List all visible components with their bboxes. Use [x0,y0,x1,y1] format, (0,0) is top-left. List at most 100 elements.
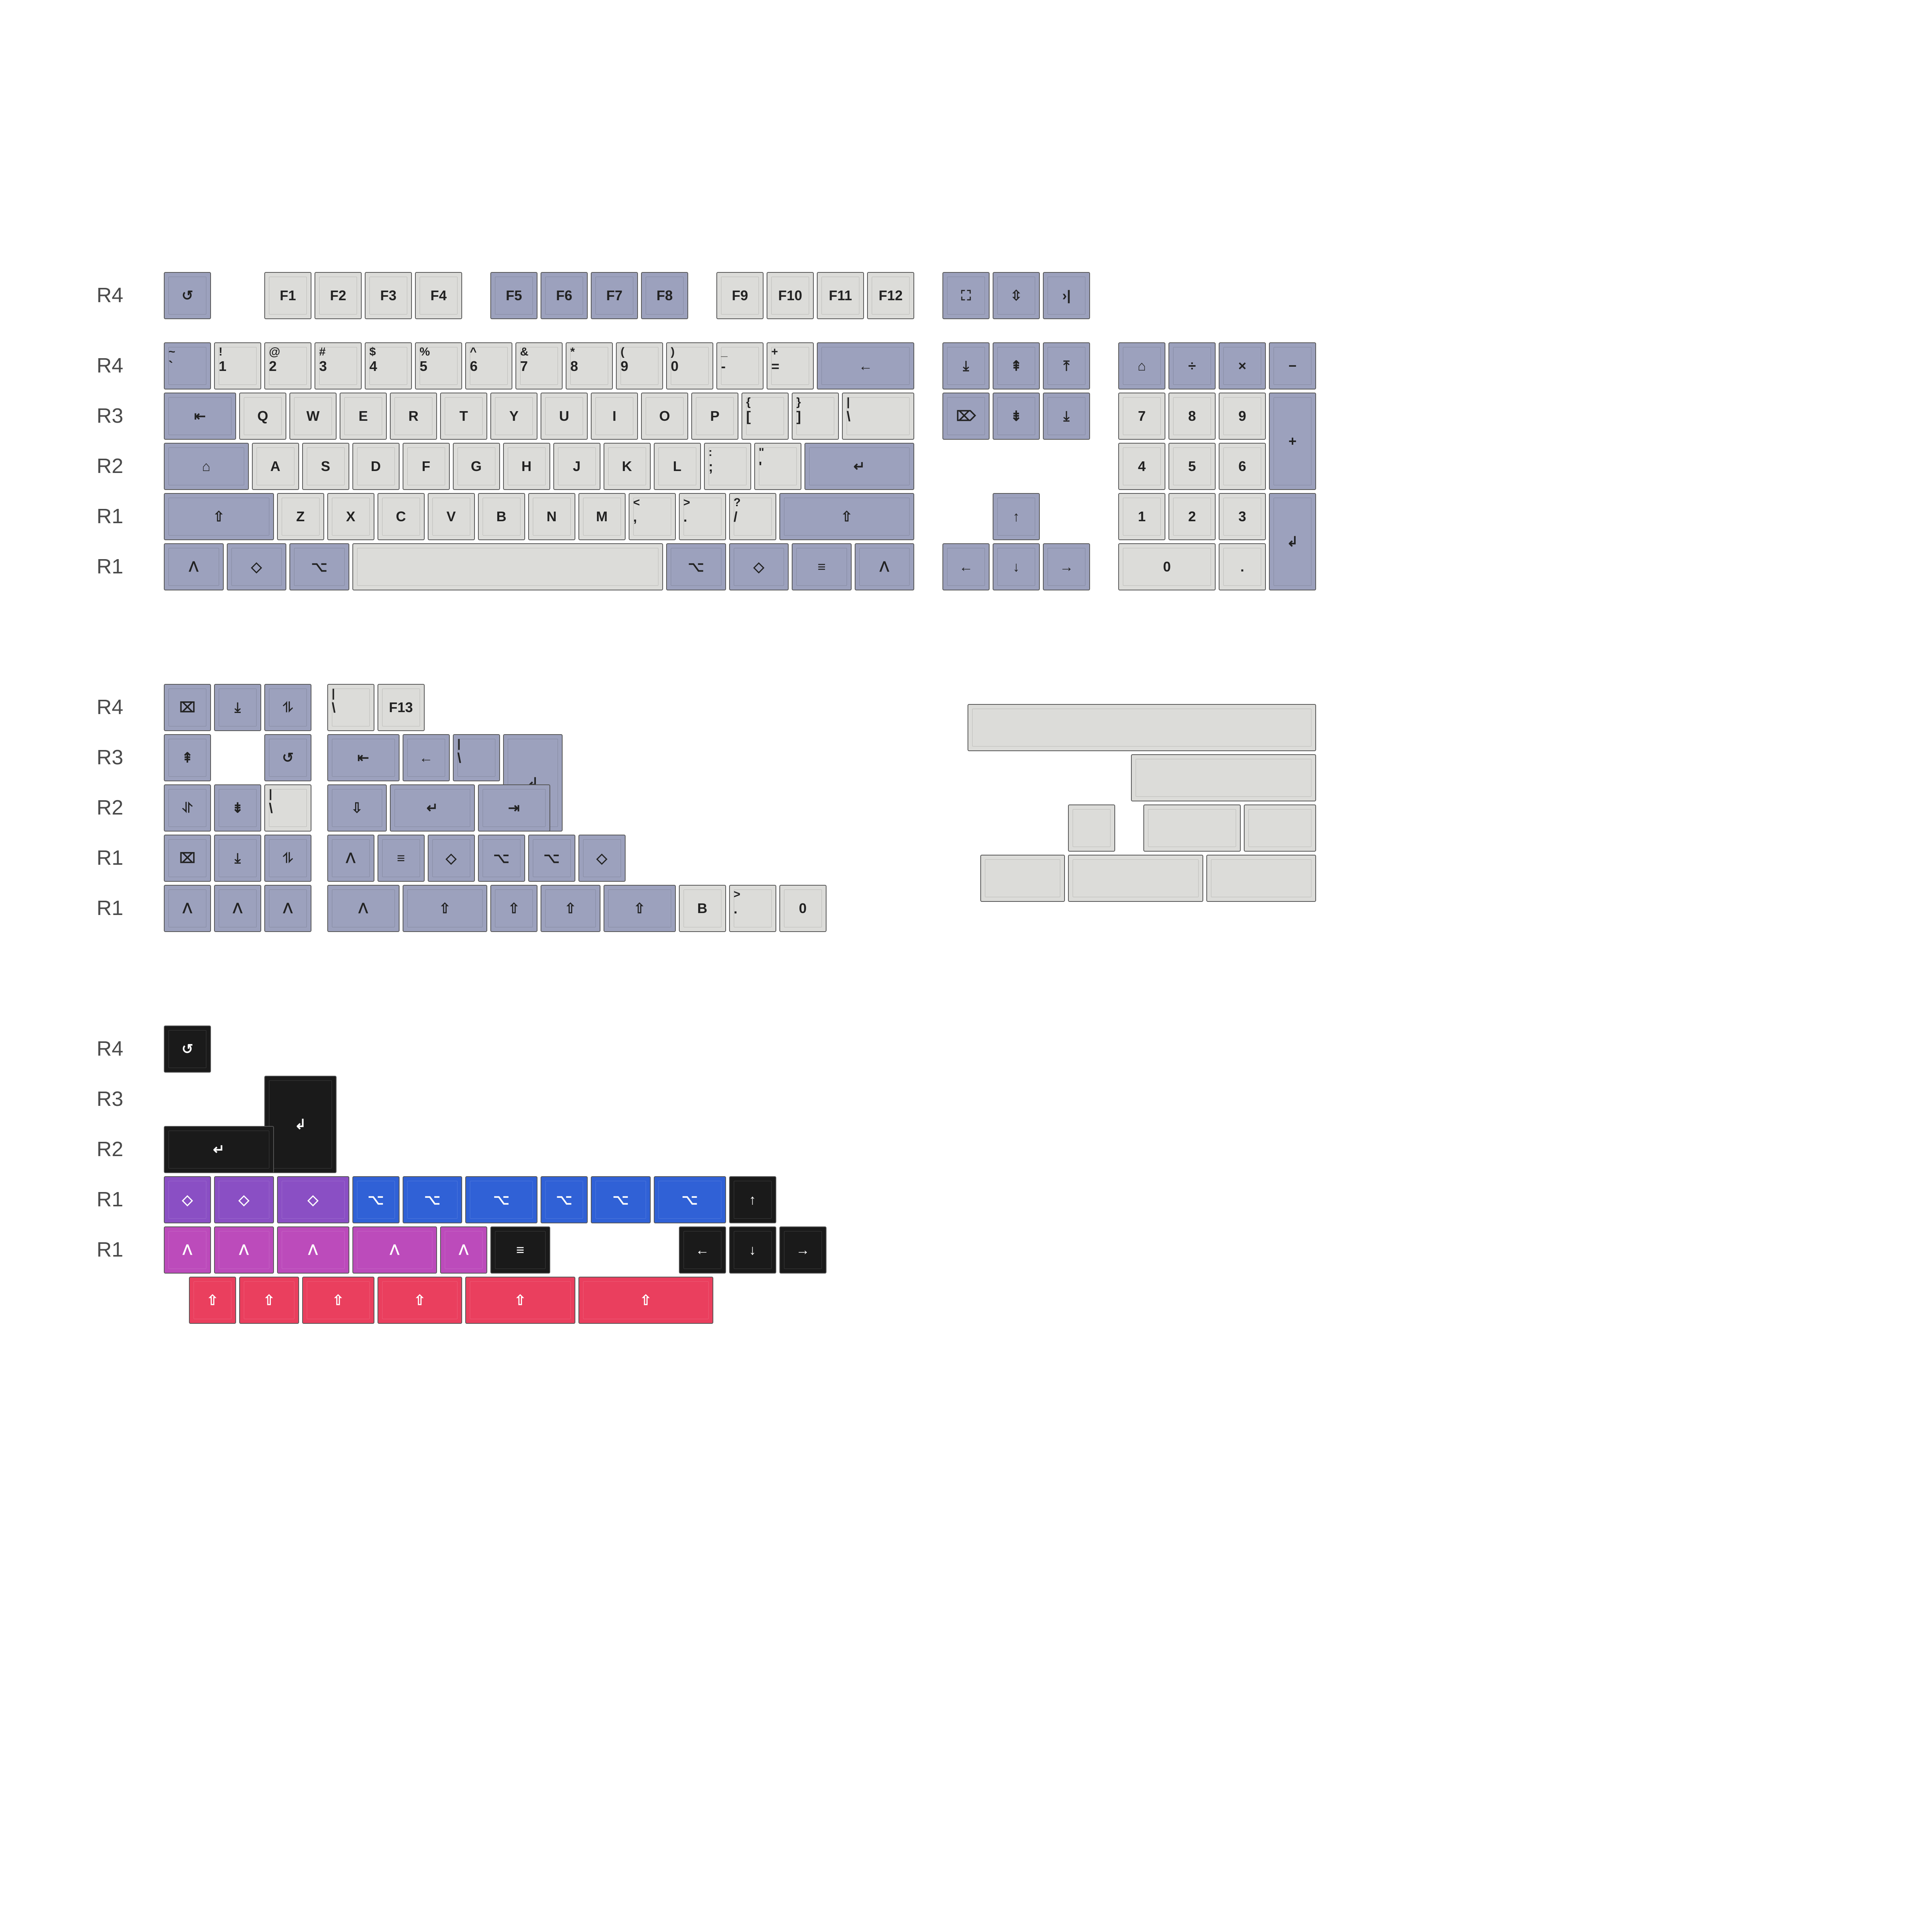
keycap: ⇞ [164,734,211,781]
keycap: ⇧ [465,1277,575,1324]
keycap: _- [716,342,764,389]
keycap: F1 [264,272,311,319]
row-label: R2 [97,1137,123,1161]
keycap: ↺ [264,734,311,781]
keycap: |\ [453,734,500,781]
keycap: F12 [867,272,914,319]
keycap: ← [942,543,990,590]
keycap: ⇧ [378,1277,463,1324]
keycap: ⌥ [352,1176,400,1223]
keycap [1068,855,1203,902]
keycap: ⥮ [264,684,311,731]
row-label: R4 [97,354,123,378]
keycap: <, [629,493,676,540]
keycap: 5 [1168,443,1216,490]
keycap: ◇ [578,835,626,882]
keycap: J [553,443,600,490]
keycap: ⇟ [993,393,1040,440]
keycap: K [604,443,651,490]
keycap: |\ [264,784,311,832]
keycap: ⇧ [541,885,600,932]
keycap: F4 [415,272,462,319]
keycap [1244,804,1316,852]
keycap: ⌥ [403,1176,463,1223]
keycap: $4 [365,342,412,389]
keycap: ↓ [993,543,1040,590]
keycap: ⤓ [1043,393,1090,440]
keycap: ᐱ [164,543,224,590]
keycap [352,543,663,590]
keycap: ← [817,342,914,389]
keycap: ↓ [729,1226,776,1274]
keycap: ⛶ [942,272,990,319]
keycap: ↲ [1269,493,1316,590]
keycap: &7 [515,342,563,389]
keycap: ⥮ [264,835,311,882]
keycap: |\ [842,393,914,440]
keycap: P [691,393,738,440]
keycap: 1 [1118,493,1165,540]
row-label: R1 [97,1187,123,1211]
keycap: %5 [415,342,462,389]
keycap: ⤓ [942,342,990,389]
keycap: ›| [1043,272,1090,319]
keycap: ᐱ [214,885,261,932]
keycap: ⇧ [490,885,537,932]
keycap: 4 [1118,443,1165,490]
keycap: ᐱ [214,1226,274,1274]
keycap: I [591,393,638,440]
keycap: ≡ [490,1226,550,1274]
keycap: ◇ [214,1176,274,1223]
keycap: >. [729,885,776,932]
keycap: #3 [315,342,362,389]
keycap: ↵ [164,1126,274,1173]
keycap: ↵ [804,443,915,490]
row-label: R3 [97,404,123,428]
keycap: V [428,493,475,540]
keycap: → [779,1226,827,1274]
keycap: 2 [1168,493,1216,540]
keycap: ⌥ [666,543,726,590]
keycap: X [327,493,374,540]
row-label: R3 [97,1087,123,1111]
keycap: ↺ [164,1026,211,1073]
keycap: ⇧ [239,1277,299,1324]
keycap: ↲ [264,1076,337,1173]
keycap: ⇧ [189,1277,236,1324]
keycap: F13 [378,684,425,731]
keycap: ᐱ [855,543,915,590]
keycap: ◇ [428,835,475,882]
keycap: ⌥ [541,1176,588,1223]
keycap: ⌥ [465,1176,537,1223]
keycap: }] [792,393,839,440]
keycap: H [503,443,550,490]
keycap: ◇ [164,1176,211,1223]
keycap: ↵ [390,784,475,832]
keycap: ⌥ [289,543,349,590]
keycap: ~` [164,342,211,389]
keycap: ⌧ [164,684,211,731]
keycap: W [289,393,337,440]
keycap: 7 [1118,393,1165,440]
keycap: )0 [666,342,713,389]
keycap: . [1219,543,1266,590]
keycap: |\ [327,684,374,731]
keycap: ÷ [1168,342,1216,389]
keycap: @2 [264,342,311,389]
keycap: ⇤ [164,393,236,440]
keycap: ⇳ [993,272,1040,319]
keycap: ⤓ [214,835,261,882]
keycap: += [767,342,814,389]
keycap: ᐱ [164,885,211,932]
keycap: ↑ [993,493,1040,540]
row-label: R1 [97,846,123,870]
keycap: T [440,393,487,440]
keycap: "' [754,443,801,490]
keycap: F2 [315,272,362,319]
keycap: ◇ [227,543,287,590]
keycap: ⌥ [654,1176,726,1223]
keycap: ⌂ [164,443,249,490]
keycap: F7 [591,272,638,319]
keycap: F [403,443,450,490]
keycap: ᐱ [440,1226,487,1274]
